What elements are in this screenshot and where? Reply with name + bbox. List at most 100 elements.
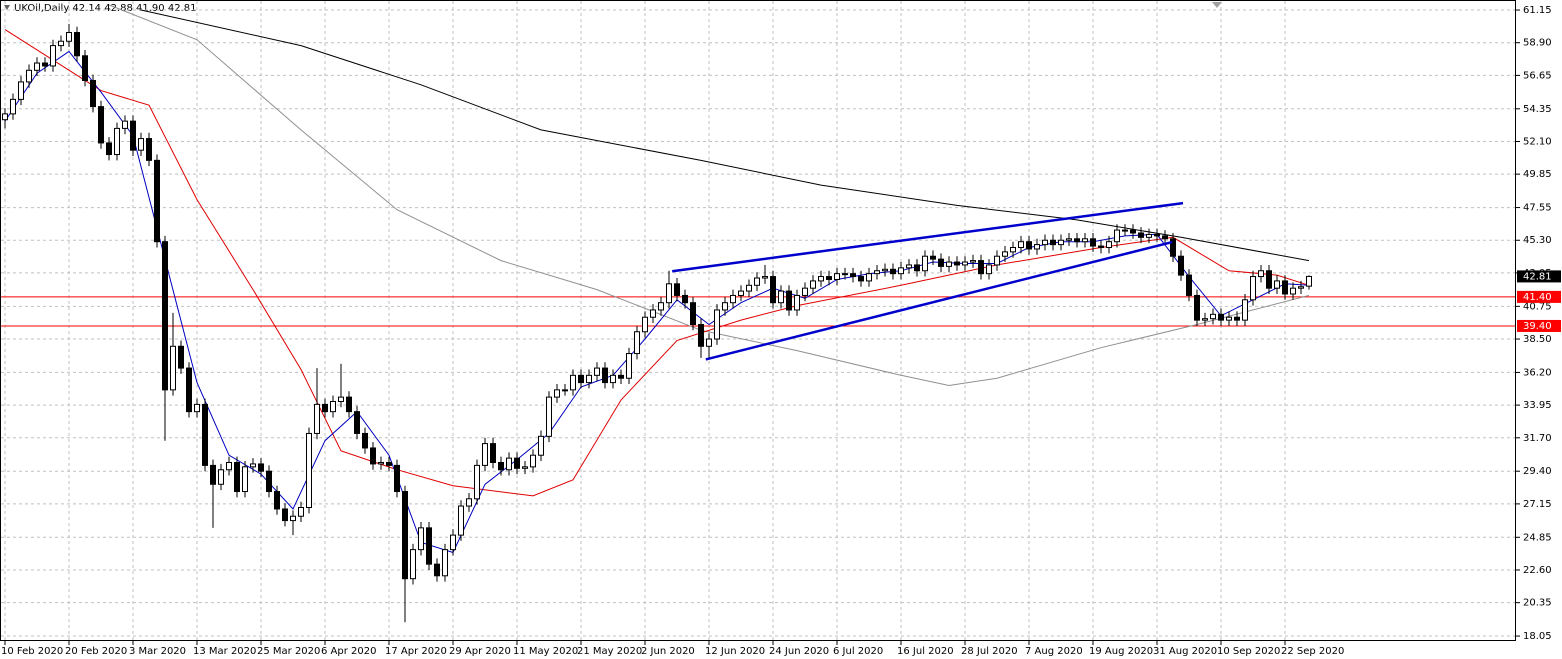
candle-body bbox=[10, 98, 16, 115]
x-tick-label: 25 Mar 2020 bbox=[257, 646, 320, 657]
candle-body bbox=[34, 62, 40, 71]
candle-body bbox=[242, 466, 248, 493]
candle-body bbox=[746, 284, 752, 292]
candle-body bbox=[186, 367, 192, 413]
x-tick-label: 6 Jul 2020 bbox=[833, 646, 883, 657]
candle-body bbox=[538, 435, 544, 456]
y-tick-label: 31.70 bbox=[1523, 433, 1552, 444]
y-tick-label: 36.20 bbox=[1523, 367, 1552, 378]
candle-body bbox=[1258, 270, 1264, 278]
candle-body bbox=[58, 40, 64, 47]
candle-body bbox=[786, 290, 792, 311]
y-tick-label: 22.60 bbox=[1523, 565, 1552, 576]
candle-body bbox=[26, 69, 32, 83]
candle-body bbox=[698, 323, 704, 347]
candle-body bbox=[1290, 287, 1296, 295]
candle-body bbox=[754, 277, 760, 286]
x-tick-label: 16 Jul 2020 bbox=[897, 646, 954, 657]
candle-body bbox=[834, 273, 840, 280]
candle-body bbox=[1186, 274, 1192, 296]
candle-body bbox=[1298, 286, 1304, 289]
candle-body bbox=[354, 411, 360, 434]
candle-body bbox=[850, 273, 856, 278]
candle-body bbox=[690, 302, 696, 325]
x-tick-label: 21 May 2020 bbox=[577, 646, 642, 657]
candle-body bbox=[138, 138, 144, 151]
y-tick-label: 56.65 bbox=[1523, 70, 1552, 81]
x-tick-label: 28 Jul 2020 bbox=[961, 646, 1018, 657]
x-tick-label: 31 Aug 2020 bbox=[1153, 646, 1217, 657]
candle-body bbox=[858, 276, 864, 282]
candle-body bbox=[914, 264, 920, 272]
candle-body bbox=[1266, 270, 1272, 289]
candle-body bbox=[386, 461, 392, 466]
candle-body bbox=[274, 491, 280, 510]
current-price-label: 42.81 bbox=[1523, 271, 1552, 282]
candle-body bbox=[722, 302, 728, 311]
candle-body bbox=[1242, 299, 1248, 321]
candle-body bbox=[1090, 238, 1096, 247]
candle-body bbox=[98, 106, 104, 144]
candle-body bbox=[74, 32, 80, 57]
candle-body bbox=[986, 264, 992, 275]
candle-body bbox=[626, 353, 632, 379]
y-tick-label: 40.75 bbox=[1523, 301, 1552, 312]
candle-body bbox=[514, 457, 520, 469]
candle-body bbox=[1178, 255, 1184, 276]
candle-body bbox=[826, 276, 832, 280]
candle-body bbox=[282, 508, 288, 522]
candle-body bbox=[434, 563, 440, 577]
candle-body bbox=[154, 159, 160, 243]
candle-body bbox=[1034, 244, 1040, 250]
y-tick-label: 52.10 bbox=[1523, 136, 1552, 147]
candle-body bbox=[1282, 280, 1288, 295]
candle-body bbox=[922, 255, 928, 272]
candle-body bbox=[370, 447, 376, 465]
y-tick-label: 38.50 bbox=[1523, 334, 1552, 345]
candle-body bbox=[554, 389, 560, 398]
plot-area bbox=[0, 0, 1516, 641]
x-tick-label: 7 Aug 2020 bbox=[1025, 646, 1083, 657]
moving-average bbox=[4, 50, 1310, 554]
candle-body bbox=[898, 267, 904, 275]
candle-body bbox=[978, 260, 984, 275]
candle-body bbox=[1010, 247, 1016, 253]
candle-body bbox=[410, 549, 416, 580]
candle-body bbox=[570, 374, 576, 391]
candle-body bbox=[42, 62, 48, 67]
candle-body bbox=[866, 273, 872, 282]
candle-body bbox=[946, 261, 952, 267]
candle-body bbox=[1202, 318, 1208, 321]
candle-body bbox=[1114, 229, 1120, 243]
candle-body bbox=[426, 527, 432, 565]
x-tick-label: 19 Aug 2020 bbox=[1089, 646, 1153, 657]
candle-body bbox=[378, 461, 384, 465]
candle-body bbox=[298, 507, 304, 517]
candle-body bbox=[1234, 316, 1240, 321]
candle-body bbox=[738, 290, 744, 296]
trendline bbox=[705, 240, 1173, 361]
candle-body bbox=[362, 432, 368, 449]
candle-body bbox=[210, 464, 216, 485]
candle-body bbox=[1154, 233, 1160, 237]
candle-body bbox=[130, 120, 136, 151]
candle-body bbox=[1210, 313, 1216, 320]
candle-body bbox=[1018, 241, 1024, 249]
candle-body bbox=[666, 283, 672, 304]
candle-body bbox=[1106, 241, 1112, 249]
candle-body bbox=[314, 403, 320, 434]
candle-body bbox=[442, 549, 448, 577]
x-tick-label: 24 Jun 2020 bbox=[769, 646, 829, 657]
candle-body bbox=[346, 396, 352, 413]
candle-body bbox=[618, 374, 624, 379]
y-tick-label: 47.55 bbox=[1523, 203, 1552, 214]
candle-body bbox=[962, 261, 968, 266]
candle-body bbox=[1066, 238, 1072, 241]
candle-body bbox=[162, 241, 168, 391]
y-tick-label: 27.15 bbox=[1523, 499, 1552, 510]
current-price-label-box bbox=[1517, 270, 1561, 283]
candle-body bbox=[474, 464, 480, 500]
candle-body bbox=[794, 294, 800, 311]
x-tick-label: 12 Jun 2020 bbox=[705, 646, 765, 657]
